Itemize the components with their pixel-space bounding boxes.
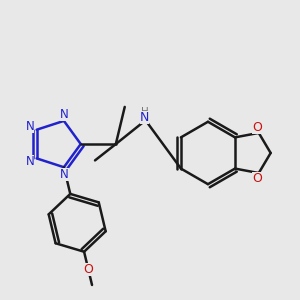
Text: N: N	[140, 111, 149, 124]
Text: O: O	[252, 121, 262, 134]
Text: N: N	[60, 108, 69, 121]
Text: O: O	[83, 262, 93, 276]
Text: H: H	[141, 107, 148, 117]
Text: N: N	[60, 169, 69, 182]
Text: N: N	[26, 155, 34, 168]
Text: N: N	[26, 120, 34, 133]
Text: O: O	[252, 172, 262, 185]
